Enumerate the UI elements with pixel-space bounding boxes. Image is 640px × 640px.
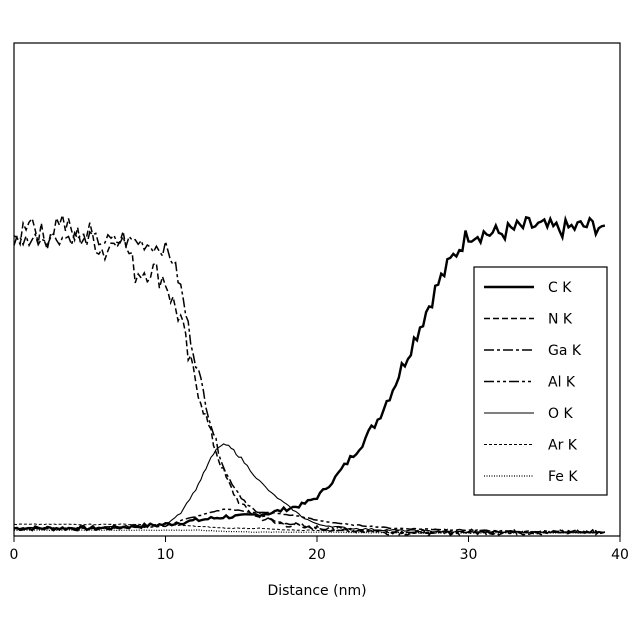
legend-label: Ga K — [548, 343, 582, 359]
legend-label: C K — [548, 280, 572, 296]
legend-label: Ar K — [548, 438, 578, 454]
legend: C K N K Ga K Al K O K Ar K Fe K — [474, 267, 607, 495]
x-tick-label: 20 — [308, 547, 326, 563]
legend-label: N K — [548, 312, 573, 328]
legend-label: Al K — [548, 375, 576, 391]
x-axis-title: Distance (nm) — [267, 583, 366, 599]
x-tick-label: 30 — [460, 547, 478, 563]
x-tick-label: 40 — [611, 547, 629, 563]
x-tick-label: 10 — [157, 547, 175, 563]
legend-label: O K — [548, 406, 573, 422]
x-tick-label: 0 — [10, 547, 19, 563]
x-axis: 0 10 20 30 40 — [10, 536, 629, 563]
legend-label: Fe K — [548, 469, 578, 485]
